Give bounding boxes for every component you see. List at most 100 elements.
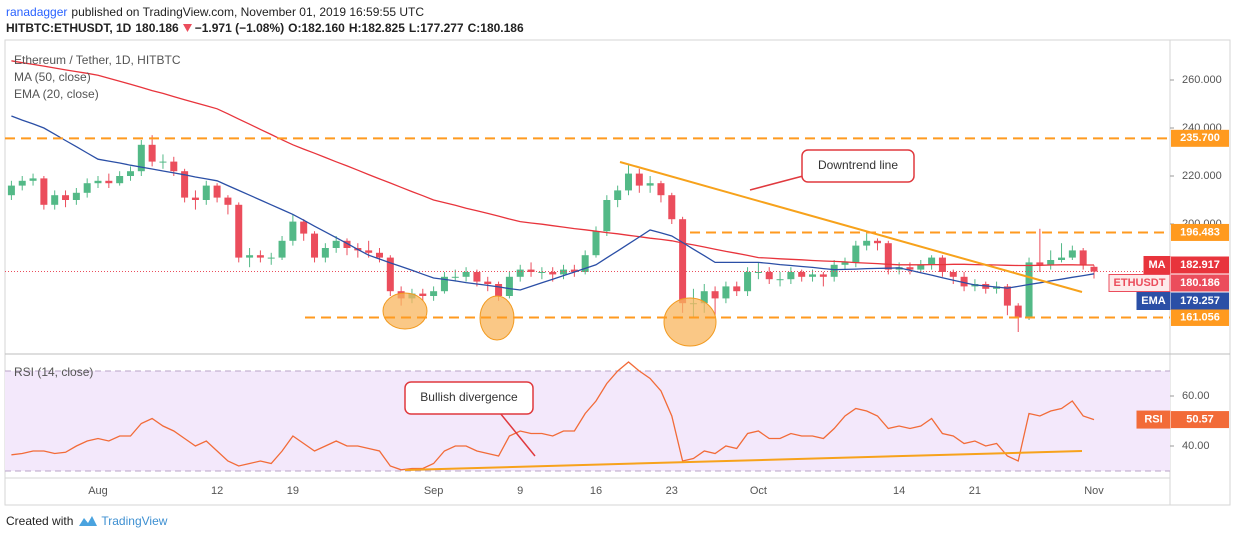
- x-tick-label: Oct: [750, 485, 767, 497]
- candle-body: [83, 183, 91, 193]
- candle-body: [462, 272, 470, 277]
- candle-body: [646, 183, 654, 186]
- candle-body: [592, 231, 600, 256]
- x-tick-label: 14: [893, 485, 905, 497]
- candle-body: [311, 233, 319, 258]
- candle-body: [300, 221, 308, 234]
- candle-body: [116, 176, 124, 184]
- candle-body: [375, 252, 383, 258]
- logo: [79, 516, 98, 526]
- legend-entry: EMA (20, close): [14, 87, 99, 101]
- badge-value: 180.186: [1180, 277, 1220, 289]
- candle-body: [213, 185, 221, 198]
- badge-value-box: [1171, 292, 1229, 310]
- candle-body: [170, 161, 178, 172]
- candle-body: [1036, 262, 1044, 265]
- candle-body: [1003, 286, 1011, 306]
- band-fill: [5, 371, 1170, 471]
- candle-body: [1090, 266, 1098, 272]
- x-tick-label: 12: [211, 485, 223, 497]
- candle-body: [224, 197, 232, 205]
- badge-box: [1136, 410, 1171, 429]
- candle-body: [246, 255, 254, 258]
- candle-body: [18, 180, 26, 186]
- last-price: 180.186: [135, 21, 179, 35]
- candle-body: [72, 192, 80, 201]
- candle-body: [40, 178, 48, 205]
- header: ranadagger published on TradingView.com, …: [6, 4, 528, 36]
- brand[interactable]: TradingView: [101, 514, 168, 528]
- candle-body: [321, 248, 329, 258]
- badge-value: 179.257: [1180, 295, 1220, 307]
- candle-body: [181, 171, 189, 198]
- candle-body: [906, 267, 914, 270]
- candle-body: [711, 291, 719, 299]
- down-icon: [182, 24, 192, 32]
- candle-body: [852, 245, 860, 263]
- x-tick-label: 21: [969, 485, 981, 497]
- candle-body: [776, 279, 784, 281]
- candle-body: [657, 183, 665, 196]
- highlight: [663, 297, 717, 347]
- candle-body: [917, 264, 925, 270]
- badge-value: 50.57: [1186, 413, 1214, 425]
- candle-body: [830, 264, 838, 277]
- badge-label: MA: [1148, 259, 1165, 271]
- candle-body: [1047, 260, 1055, 265]
- candle-body: [1058, 257, 1066, 261]
- candle-body: [960, 276, 968, 287]
- candle-body: [267, 257, 275, 259]
- candle-body: [451, 276, 459, 278]
- candle-body: [256, 255, 264, 258]
- candle-body: [614, 190, 622, 201]
- candle-body: [365, 250, 373, 253]
- badge-value: 182.917: [1180, 259, 1220, 271]
- high: H:182.825: [348, 21, 405, 35]
- badge-label: ETHUSDT: [1114, 277, 1166, 289]
- candle-body: [419, 293, 427, 297]
- candle-body: [798, 272, 806, 277]
- level-label: 161.056: [1180, 311, 1220, 323]
- candle-body: [819, 274, 827, 277]
- candle-body: [733, 286, 741, 292]
- candle-body: [744, 272, 752, 292]
- callout-box: [404, 381, 534, 415]
- candle-body: [668, 195, 676, 220]
- symbol: HITBTC:ETHUSDT, 1D: [6, 21, 132, 35]
- candle-body: [809, 274, 817, 277]
- candle-body: [94, 180, 102, 184]
- x-tick-label: 23: [666, 485, 678, 497]
- callout-box: [801, 149, 915, 183]
- published: published on TradingView.com, November 0…: [71, 5, 425, 19]
- candle-body: [873, 240, 881, 244]
- callout-text: Downtrend line: [818, 158, 898, 172]
- candle-body: [722, 286, 730, 299]
- candle-body: [787, 272, 795, 280]
- price-pane: [5, 60, 1170, 333]
- candle-body: [332, 240, 340, 249]
- candle-body: [289, 221, 297, 241]
- chart-title: RSI (14, close): [14, 365, 93, 379]
- candle-body: [137, 144, 145, 172]
- author[interactable]: ranadagger: [6, 5, 68, 19]
- candle-body: [700, 291, 708, 304]
- y-tick-label: 40.00: [1182, 440, 1210, 452]
- candle-body: [863, 240, 871, 246]
- candle-body: [949, 272, 957, 277]
- header-line: HITBTC:ETHUSDT, 1D 180.186 −1.971 (−1.08%)…: [6, 20, 528, 36]
- candle-body: [278, 240, 286, 258]
- candle-body: [235, 204, 243, 258]
- candle-body: [1014, 305, 1022, 318]
- x-tick-label: 9: [517, 485, 523, 497]
- x-tick-label: 16: [590, 485, 602, 497]
- candle-body: [62, 195, 70, 201]
- badge-value-box: [1171, 274, 1229, 292]
- candle-body: [765, 272, 773, 280]
- candle-body: [51, 195, 59, 205]
- candle-body: [603, 200, 611, 232]
- candle-body: [549, 272, 557, 275]
- candle-body: [440, 276, 448, 292]
- candle-body: [495, 284, 503, 297]
- trend-line: [404, 450, 1083, 471]
